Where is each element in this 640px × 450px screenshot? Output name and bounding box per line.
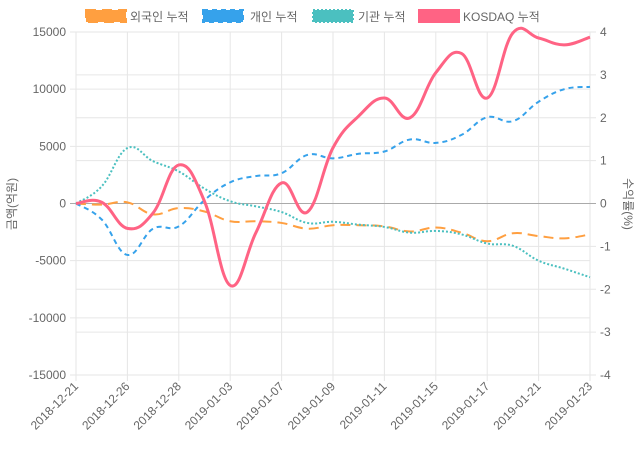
legend-swatch — [202, 9, 244, 23]
y-tick-label: 10000 — [33, 82, 67, 96]
y2-tick-label: 1 — [600, 154, 607, 168]
legend-label: KOSDAQ 누적 — [463, 10, 540, 24]
y2-tick-label: 4 — [600, 25, 607, 39]
y-tick-label: -15000 — [29, 368, 67, 382]
x-tick-label: 2019-01-21 — [490, 379, 544, 433]
legend-label: 외국인 누적 — [130, 10, 189, 24]
legend-item[interactable]: KOSDAQ 누적 — [418, 9, 540, 24]
legend-item[interactable]: 기관 누적 — [312, 9, 406, 24]
series-line-2 — [75, 145, 591, 279]
legend-item[interactable]: 개인 누적 — [202, 9, 298, 24]
series-line-1 — [75, 85, 591, 256]
x-tick-label: 2019-01-23 — [542, 379, 596, 433]
y-tick-label: 15000 — [33, 25, 67, 39]
y-tick-label: -10000 — [29, 311, 67, 325]
x-tick-label: 2019-01-11 — [337, 379, 390, 432]
grid — [70, 31, 596, 381]
y2-tick-label: -4 — [600, 368, 611, 382]
legend-label: 개인 누적 — [250, 10, 298, 24]
legend[interactable]: 외국인 누적 개인 누적 기관 누적 KOSDAQ 누적 — [85, 9, 540, 24]
legend-swatch — [418, 9, 460, 23]
x-tick-label: 2019-01-15 — [388, 379, 442, 433]
series-lines — [75, 26, 591, 288]
x-tick-label: 2018-12-26 — [79, 379, 133, 433]
y2-axis-title: 수익률(%) — [621, 178, 635, 230]
y2-tick-label: -1 — [600, 239, 611, 253]
y-tick-label: 5000 — [39, 139, 66, 153]
x-tick-label: 2019-01-03 — [182, 379, 236, 433]
legend-swatch — [85, 9, 127, 23]
y2-tick-label: -3 — [600, 325, 611, 339]
series-line-3 — [75, 26, 591, 288]
x-tick-label: 2019-01-09 — [285, 379, 339, 433]
x-tick-label: 2019-01-17 — [439, 379, 493, 433]
y-tick-label: -5000 — [35, 254, 66, 268]
y2-tick-label: -2 — [600, 282, 611, 296]
y-axis-title: 금액(억원) — [5, 178, 19, 230]
axes: 2018-12-212018-12-262018-12-282019-01-03… — [28, 25, 611, 433]
y2-tick-label: 0 — [600, 197, 607, 211]
legend-swatch — [312, 9, 354, 23]
x-tick-label: 2018-12-21 — [28, 379, 82, 433]
y2-tick-label: 3 — [600, 68, 607, 82]
legend-item[interactable]: 외국인 누적 — [85, 9, 189, 24]
x-tick-label: 2019-01-07 — [233, 379, 287, 433]
series-line-0 — [75, 200, 591, 243]
y-tick-label: 0 — [59, 197, 66, 211]
y2-tick-label: 2 — [600, 111, 607, 125]
x-tick-label: 2018-12-28 — [131, 379, 185, 433]
legend-label: 기관 누적 — [358, 10, 406, 24]
